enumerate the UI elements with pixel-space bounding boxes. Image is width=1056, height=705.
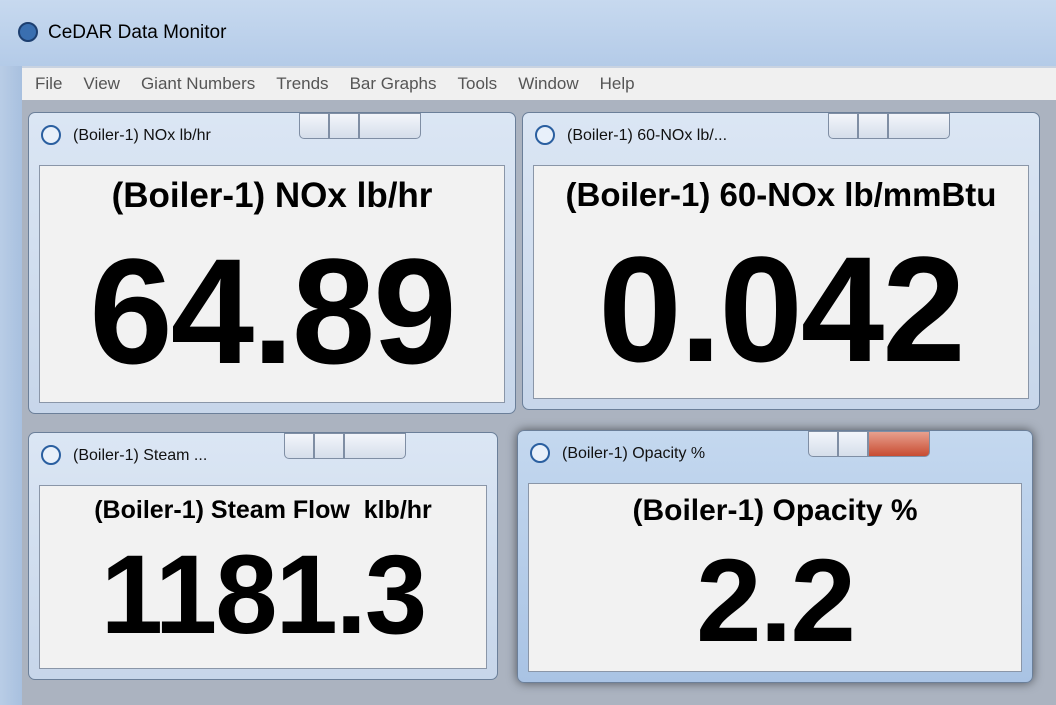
window-icon	[535, 125, 555, 145]
title-bar: CeDAR Data Monitor	[0, 0, 1056, 66]
window-title: (Boiler-1) 60-NOx lb/...	[567, 127, 728, 144]
menu-item[interactable]: Window	[518, 74, 579, 93]
menu-item[interactable]: Help	[599, 74, 635, 93]
display-panel: (Boiler-1) 60-NOx lb/mmBtu 0.042	[533, 165, 1029, 399]
close-button[interactable]	[359, 113, 421, 139]
window: (Boiler-1) 60-NOx lb/... (Boiler-1) 60-NO…	[522, 112, 1040, 410]
window-buttons	[284, 433, 406, 461]
maximize-button[interactable]	[329, 113, 359, 139]
display-panel: (Boiler-1) Opacity % 2.2	[528, 483, 1022, 672]
window-buttons	[828, 113, 950, 141]
window: (Boiler-1) Steam ... (Boiler-1) Steam Flo…	[28, 432, 498, 680]
window-buttons	[808, 431, 930, 459]
window-title: (Boiler-1) Steam ...	[73, 447, 208, 464]
display-value: 1181.3	[100, 532, 427, 657]
window-icon	[41, 125, 61, 145]
window: (Boiler-1) NOx lb/hr (Boiler-1) NOx lb/hr…	[28, 112, 516, 414]
close-button[interactable]	[344, 433, 406, 459]
minimize-button[interactable]	[808, 431, 838, 457]
display-panel: (Boiler-1) Steam Flow klb/hr 1181.3	[39, 485, 487, 669]
menu-item[interactable]: Bar Graphs	[349, 74, 437, 93]
display-panel: (Boiler-1) NOx lb/hr 64.89	[39, 165, 505, 403]
minimize-button[interactable]	[828, 113, 858, 139]
app-icon	[18, 22, 38, 42]
window-title: (Boiler-1) Opacity %	[562, 445, 706, 462]
menu-item[interactable]: Trends	[276, 74, 329, 93]
display-heading: (Boiler-1) Steam Flow klb/hr	[94, 496, 432, 524]
menu-item[interactable]: File	[35, 74, 63, 93]
window-buttons	[299, 113, 421, 141]
display-value: 64.89	[89, 227, 456, 395]
minimize-button[interactable]	[284, 433, 314, 459]
menu-item[interactable]: View	[83, 74, 120, 93]
close-button[interactable]	[888, 113, 950, 139]
display-heading: (Boiler-1) Opacity %	[632, 494, 918, 527]
maximize-button[interactable]	[858, 113, 888, 139]
app-title: CeDAR Data Monitor	[48, 22, 227, 43]
window: (Boiler-1) Opacity % (Boiler-1) Opacity %…	[517, 430, 1033, 683]
window-icon	[530, 443, 550, 463]
maximize-button[interactable]	[314, 433, 344, 459]
menu-item[interactable]: Tools	[457, 74, 498, 93]
menu-bar: File View Giant Numbers Trends Bar Graphs Too…	[22, 68, 1056, 100]
window-title: (Boiler-1) NOx lb/hr	[73, 127, 211, 144]
frame	[0, 66, 22, 705]
window-icon	[41, 445, 61, 465]
display-heading: (Boiler-1) NOx lb/hr	[111, 176, 433, 215]
display-value: 0.042	[598, 225, 965, 393]
menu-item[interactable]: Giant Numbers	[140, 74, 256, 93]
minimize-button[interactable]	[299, 113, 329, 139]
maximize-button[interactable]	[838, 431, 868, 457]
display-heading: (Boiler-1) 60-NOx lb/mmBtu	[565, 176, 997, 213]
display-value: 2.2	[695, 535, 856, 667]
close-button[interactable]	[868, 431, 930, 457]
